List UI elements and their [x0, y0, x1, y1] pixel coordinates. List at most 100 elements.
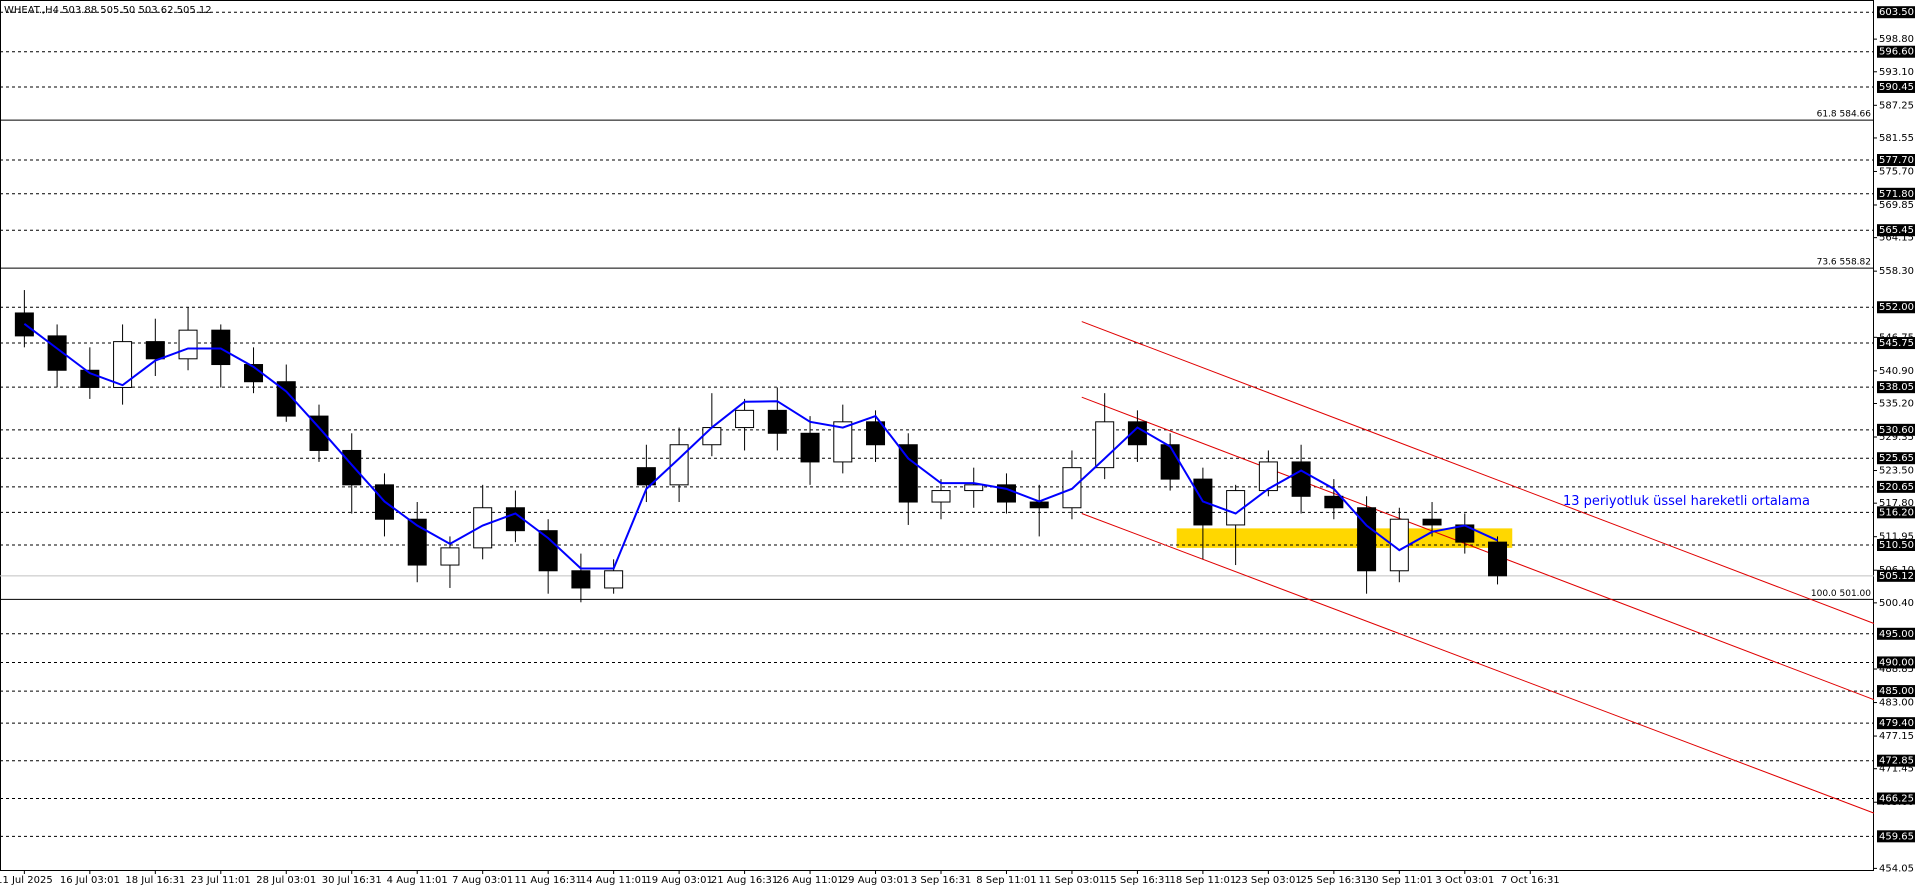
x-tick-label: 7 Oct 16:31: [1501, 875, 1560, 886]
level-label-box: [1877, 154, 1915, 167]
x-tick-label: 16 Jul 03:01: [60, 875, 120, 886]
level-label-box: [1877, 538, 1915, 551]
y-tick-label: 569.85: [1879, 200, 1914, 211]
level-label-box: [1877, 480, 1915, 493]
level-label-box: [1877, 187, 1915, 200]
level-label-box: [1877, 717, 1915, 730]
candle-body: [1160, 444, 1180, 480]
level-label-box: [1877, 423, 1915, 436]
x-tick-label: 15 Sep 16:31: [1104, 875, 1171, 886]
candle-body: [407, 518, 427, 566]
level-label: 577.70: [1879, 155, 1914, 166]
x-tick-label: 18 Jul 16:31: [125, 875, 185, 886]
candle-body: [1291, 461, 1311, 497]
level-label-box: [1877, 224, 1915, 237]
level-label-box: [1877, 830, 1915, 843]
level-label: 479.40: [1879, 718, 1914, 729]
last-price-label: 505.12: [1879, 571, 1914, 582]
level-label: 459.65: [1879, 831, 1914, 842]
candle-body: [604, 570, 624, 589]
level-label-box: [1877, 792, 1915, 805]
candle-body: [538, 530, 558, 572]
level-label-box: [1877, 656, 1915, 669]
level-label: 485.00: [1879, 686, 1914, 697]
level-label-box: [1877, 452, 1915, 465]
y-tick-label: 587.25: [1879, 100, 1914, 111]
candle-body: [309, 415, 329, 451]
level-label-box: [1877, 6, 1915, 19]
x-tick-label: 23 Sep 03:01: [1235, 875, 1302, 886]
level-label: 565.45: [1879, 225, 1914, 236]
candle-body: [1095, 421, 1115, 469]
level-label: 490.00: [1879, 657, 1914, 668]
y-tick-label: 488.85: [1879, 664, 1914, 675]
level-label: 552.00: [1879, 302, 1914, 313]
chart-title: WHEAT.,H4 503.88 505.50 503.62 505.12: [4, 5, 212, 16]
level-label: 466.25: [1879, 794, 1914, 805]
x-tick-label: 8 Sep 11:01: [976, 875, 1036, 886]
level-label: 571.80: [1879, 189, 1914, 200]
candle-body: [440, 547, 460, 566]
last-price-box: [1877, 569, 1915, 582]
y-tick-label: 454.05: [1879, 863, 1914, 874]
channel-line: [1081, 513, 1875, 814]
candle-body: [473, 507, 493, 549]
level-label-box: [1877, 80, 1915, 93]
level-label: 590.45: [1879, 82, 1914, 93]
x-tick-label: 30 Sep 11:01: [1366, 875, 1433, 886]
candle-body: [1029, 501, 1049, 509]
y-tick-label: 500.40: [1879, 598, 1914, 609]
y-tick-label: 598.80: [1879, 34, 1914, 45]
candle-body: [276, 381, 296, 417]
x-tick-label: 19 Aug 03:01: [645, 875, 712, 886]
x-tick-label: 11 Sep 03:01: [1039, 875, 1106, 886]
candle-body: [735, 409, 755, 429]
level-label: 510.50: [1879, 540, 1914, 551]
level-label-box: [1877, 506, 1915, 519]
x-tick-label: 11 Aug 16:31: [514, 875, 581, 886]
annotation: 13 periyotluk üssel hareketli ortalama: [1563, 494, 1810, 509]
x-tick-label: 21 Aug 16:31: [711, 875, 778, 886]
level-label: 516.20: [1879, 507, 1914, 518]
level-label: 530.60: [1879, 425, 1914, 436]
x-tick-label: 25 Sep 16:31: [1300, 875, 1367, 886]
candle-body: [636, 467, 656, 486]
level-label: 472.85: [1879, 756, 1914, 767]
level-label: 603.50: [1879, 7, 1914, 18]
candle-body: [1324, 495, 1344, 509]
plot-frame: [0, 0, 1874, 871]
candle-body: [145, 341, 165, 360]
y-tick-label: 540.90: [1879, 366, 1914, 377]
candle-body: [833, 421, 853, 463]
y-tick-label: 483.00: [1879, 698, 1914, 709]
candle-body: [178, 329, 198, 360]
level-label-box: [1877, 685, 1915, 698]
y-tick-label: 517.80: [1879, 498, 1914, 509]
y-tick-label: 564.15: [1879, 233, 1914, 244]
level-label-box: [1877, 627, 1915, 640]
x-tick-label: 14 Aug 11:01: [580, 875, 647, 886]
candle-body: [211, 329, 231, 366]
candle-body: [702, 427, 722, 446]
x-tick-label: 11 Jul 2025: [0, 875, 53, 886]
candle-body: [931, 490, 951, 503]
fib-label: 61.8 584.66: [1817, 110, 1872, 120]
candle-body: [571, 570, 591, 589]
candle-body: [342, 449, 362, 486]
candle-body: [113, 341, 133, 388]
y-tick-label: 477.15: [1879, 731, 1914, 742]
level-label-box: [1877, 337, 1915, 350]
candle-body: [898, 444, 918, 503]
y-tick-label: 558.30: [1879, 266, 1914, 277]
level-label: 495.00: [1879, 629, 1914, 640]
candle-body: [1357, 507, 1377, 572]
level-label-box: [1877, 45, 1915, 58]
x-tick-label: 29 Aug 03:01: [842, 875, 909, 886]
x-tick-label: 3 Oct 03:01: [1435, 875, 1494, 886]
candle-body: [800, 432, 820, 463]
candle-body: [767, 409, 787, 434]
level-label: 538.05: [1879, 382, 1914, 393]
candle-body: [866, 421, 886, 446]
y-tick-label: 535.20: [1879, 398, 1914, 409]
